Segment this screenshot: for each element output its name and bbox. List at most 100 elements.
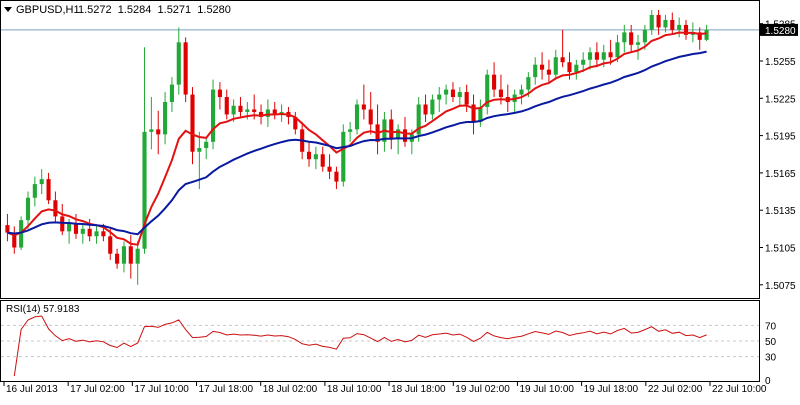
bear-candle [683, 24, 689, 35]
bear-candle [320, 154, 325, 167]
bull-candle [149, 129, 154, 132]
bull-candle [341, 131, 346, 182]
time-tick-label: 17 Jul 10:00 [134, 384, 189, 395]
bull-candle [457, 92, 462, 98]
time-tick-label: 18 Jul 10:00 [327, 384, 382, 395]
time-tick-label: 18 Jul 18:00 [391, 384, 446, 395]
bull-candle [649, 14, 654, 30]
bull-candle [533, 64, 538, 78]
bear-candle [272, 109, 277, 115]
bear-candle [156, 129, 161, 135]
current-price-tag-label: 1.5280 [765, 26, 796, 37]
bear-candle [306, 151, 312, 160]
bull-candle [163, 102, 168, 135]
bear-candle [423, 104, 428, 115]
bull-candle [615, 42, 620, 58]
bull-candle [204, 141, 209, 149]
price-tick-label: 1.5225 [765, 94, 796, 105]
bull-candle [25, 197, 31, 221]
bull-candle [519, 89, 524, 95]
price-tick-label: 1.5075 [765, 281, 796, 292]
bear-candle [5, 225, 10, 233]
symbol-label: GBPUSD,H1 [16, 4, 80, 16]
price-tick-label: 1.5135 [765, 206, 796, 217]
bear-candle [101, 231, 106, 237]
bull-candle [444, 89, 449, 95]
bull-candle [478, 106, 483, 122]
time-tick-label: 17 Jul 02:00 [70, 384, 125, 395]
bull-candle [80, 228, 85, 234]
rsi-line [13, 315, 707, 377]
time-tick-label: 19 Jul 10:00 [519, 384, 574, 395]
bull-candle [313, 154, 318, 160]
bull-candle [354, 104, 360, 130]
fast-moving-average-line [7, 31, 707, 246]
bear-candle [546, 69, 551, 75]
price-tick-label: 1.5105 [765, 244, 796, 255]
bear-candle [492, 74, 497, 90]
bull-candle [135, 248, 140, 264]
bear-candle [567, 62, 572, 73]
bull-candle [169, 84, 174, 103]
time-tick-label: 19 Jul 02:00 [455, 384, 510, 395]
time-tick-label: 17 Jul 18:00 [199, 384, 254, 395]
bull-candle [642, 29, 647, 43]
bull-candle [485, 74, 490, 107]
bear-candle [368, 109, 373, 125]
triangle-down-icon[interactable] [4, 7, 12, 12]
bull-candle [574, 64, 579, 73]
time-tick-label: 19 Jul 18:00 [584, 384, 639, 395]
bear-candle [217, 89, 222, 98]
price-pane-frame [0, 0, 760, 299]
bear-candle [183, 42, 188, 95]
rsi-pane-frame [0, 300, 760, 382]
bear-candle [389, 119, 394, 140]
bull-candle [437, 94, 442, 100]
bull-candle [245, 109, 250, 112]
bull-candle [32, 184, 37, 198]
rsi-level-label: 0 [765, 376, 771, 387]
bear-candle [46, 179, 51, 201]
bear-candle [402, 129, 408, 142]
bull-candle [704, 29, 709, 40]
time-tick-label: 22 Jul 02:00 [648, 384, 703, 395]
current-price-tag [760, 23, 798, 36]
bear-candle [252, 109, 257, 112]
bull-candle [121, 246, 127, 264]
bear-candle [594, 52, 599, 60]
bull-candle [348, 129, 353, 132]
time-tick-label: 16 Jul 2013 [6, 384, 58, 395]
bear-candle [128, 246, 133, 264]
bull-candle [265, 109, 270, 117]
bull-candle [416, 104, 421, 135]
bear-candle [73, 223, 79, 234]
bull-candle [677, 24, 682, 30]
bull-candle [587, 52, 593, 60]
bull-candle [526, 77, 531, 90]
bull-candle [430, 99, 435, 115]
rsi-level-label: 50 [765, 337, 777, 348]
bull-candle [19, 220, 24, 248]
bear-candle [258, 111, 264, 117]
bear-candle [608, 52, 613, 58]
bull-candle [396, 129, 401, 140]
bear-candle [471, 104, 476, 122]
bear-candle [560, 57, 565, 63]
bear-candle [498, 89, 503, 98]
bear-candle [115, 253, 120, 264]
bear-candle [238, 105, 243, 112]
rsi-label: RSI(14) 57.9183 [6, 304, 80, 315]
price-tick-label: 1.5255 [765, 57, 796, 68]
bear-candle [629, 32, 634, 45]
bull-candle [197, 148, 202, 152]
bull-candle [581, 59, 586, 65]
price-tick-label: 1.5165 [765, 169, 796, 180]
bear-candle [656, 14, 661, 28]
bull-candle [39, 179, 44, 185]
bull-candle [211, 89, 216, 142]
bull-candle [142, 131, 147, 249]
bear-candle [293, 116, 298, 130]
bull-candle [553, 57, 558, 75]
